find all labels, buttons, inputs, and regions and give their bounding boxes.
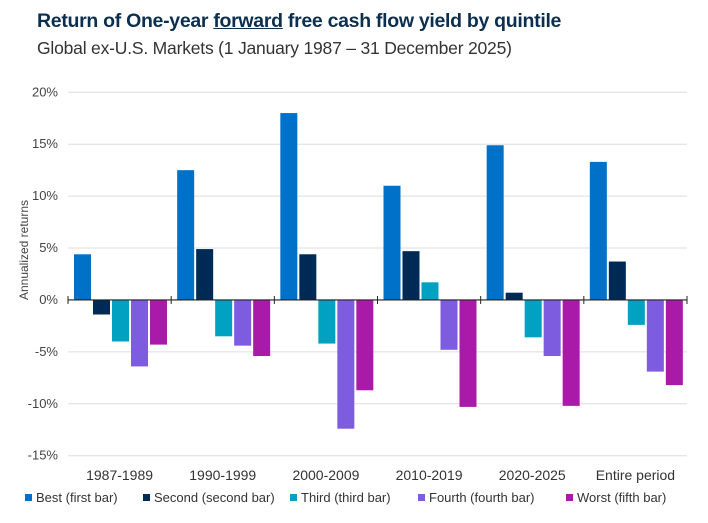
legend: Best (first bar) Second (second bar) Third… bbox=[25, 490, 666, 505]
x-tick-label: 1990-1999 bbox=[189, 467, 256, 483]
y-tick-label: 15% bbox=[32, 136, 58, 151]
legend-label: Worst (fifth bar) bbox=[577, 490, 666, 505]
chart-subtitle: Global ex-U.S. Markets (1 January 1987 –… bbox=[37, 38, 512, 58]
bar-1-2020-2025 bbox=[486, 145, 504, 300]
bar-4-1987-1989 bbox=[131, 299, 148, 367]
x-tick-label: 1987-1989 bbox=[86, 467, 153, 483]
bar-2-1990-1999 bbox=[196, 249, 214, 300]
legend-swatch bbox=[418, 494, 425, 501]
title-part: Return of One-year bbox=[37, 10, 214, 32]
bar-1-1990-1999 bbox=[177, 170, 195, 300]
title-part: free cash flow yield by quintile bbox=[282, 10, 562, 32]
x-tick-label: Entire period bbox=[596, 467, 675, 483]
bar-4-2000-2009 bbox=[337, 299, 355, 429]
bar-2-2010-2019 bbox=[402, 251, 420, 300]
bar-1-2000-2009 bbox=[280, 113, 298, 300]
y-tick-label: -5% bbox=[35, 344, 59, 359]
legend-swatch bbox=[566, 494, 573, 501]
bar-3-1987-1989 bbox=[112, 299, 129, 342]
y-tick-label: 0% bbox=[39, 292, 58, 307]
gridlines: 20% 15% 10% 5% 0% -5% -10% -15% bbox=[28, 84, 687, 463]
bar-2-entire-period bbox=[608, 261, 626, 300]
legend-swatch bbox=[143, 494, 150, 501]
bar-4-2010-2019 bbox=[440, 299, 458, 350]
bar-3-entire-period bbox=[627, 299, 645, 325]
title-underlined-word: forward bbox=[213, 10, 283, 32]
y-tick-label: -15% bbox=[28, 448, 59, 463]
bar-4-entire-period bbox=[646, 299, 664, 372]
bar-2-2020-2025 bbox=[505, 292, 523, 300]
x-tick-label: 2000-2009 bbox=[292, 467, 359, 483]
legend-label: Third (third bar) bbox=[301, 490, 391, 505]
bar-2-2000-2009 bbox=[299, 254, 317, 300]
bar-3-2020-2025 bbox=[524, 299, 542, 338]
bar-1-2010-2019 bbox=[383, 185, 401, 300]
legend-swatch bbox=[25, 494, 32, 501]
bar-1-1987-1989 bbox=[74, 254, 91, 300]
bar-5-1990-1999 bbox=[253, 299, 271, 357]
legend-label: Fourth (fourth bar) bbox=[429, 490, 535, 505]
y-tick-label: -10% bbox=[28, 396, 59, 411]
legend-swatch bbox=[290, 494, 297, 501]
zero-axis: 1987-1989 1990-1999 2000-2009 2010-2019 2020… bbox=[67, 295, 688, 483]
bar-5-2000-2009 bbox=[356, 299, 374, 391]
bar-5-2010-2019 bbox=[459, 299, 477, 407]
bar-3-2000-2009 bbox=[318, 299, 336, 344]
bar-5-entire-period bbox=[665, 299, 683, 386]
x-tick-label: 2020-2025 bbox=[499, 467, 566, 483]
bar-5-1987-1989 bbox=[150, 299, 167, 345]
bar-5-2020-2025 bbox=[562, 299, 580, 406]
bar-1-entire-period bbox=[589, 161, 607, 300]
bar-4-2020-2025 bbox=[543, 299, 561, 357]
chart-title: Return of One-year forward free cash flo… bbox=[37, 10, 561, 33]
y-tick-label: 5% bbox=[39, 240, 58, 255]
y-tick-label: 20% bbox=[32, 84, 58, 99]
y-tick-label: 10% bbox=[32, 188, 58, 203]
x-tick-label: 2010-2019 bbox=[396, 467, 463, 483]
bars bbox=[74, 113, 683, 429]
y-axis-label: Annualized returns bbox=[17, 200, 31, 300]
legend-label: Second (second bar) bbox=[154, 490, 275, 505]
bar-4-1990-1999 bbox=[234, 299, 252, 346]
bar-3-1990-1999 bbox=[215, 299, 233, 337]
bar-2-1987-1989 bbox=[93, 299, 110, 315]
bar-3-2010-2019 bbox=[421, 282, 439, 300]
legend-label: Best (first bar) bbox=[36, 490, 118, 505]
